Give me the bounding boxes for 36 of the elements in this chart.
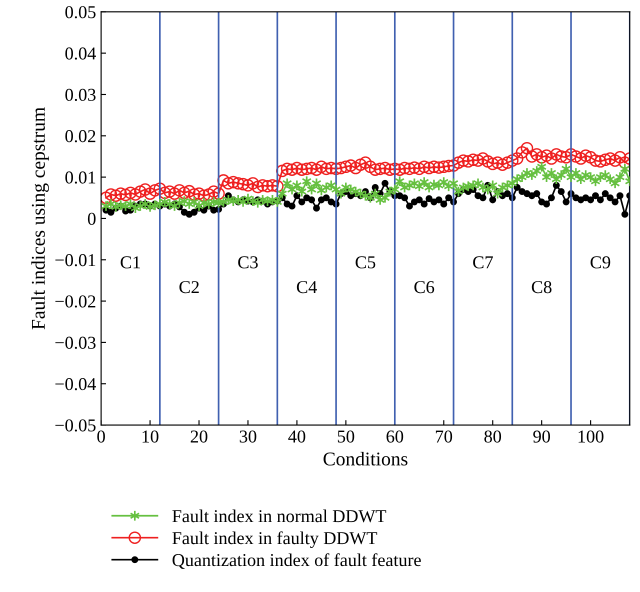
annotation: C4 — [296, 281, 317, 294]
annotation: C3 — [238, 256, 258, 268]
annotation: C7 — [473, 256, 493, 268]
annotation: C6 — [414, 281, 434, 294]
y-tick-label: 0.05 — [65, 6, 96, 18]
y-tick-label: 0.02 — [65, 130, 96, 142]
legend-label: Fault index in faulty DDWT — [172, 531, 378, 548]
x-axis-title: Conditions — [324, 452, 408, 466]
annotation: C2 — [179, 281, 199, 294]
x-tick-label: 90 — [533, 430, 550, 443]
x-tick-label: 50 — [338, 430, 354, 443]
annotation: C8 — [532, 281, 552, 294]
x-tick-label: 10 — [142, 430, 158, 443]
y-tick-label: 0.01 — [65, 171, 96, 184]
x-tick-label: 40 — [288, 430, 306, 443]
x-tick-label: 0 — [97, 430, 105, 443]
x-tick-label: 100 — [578, 430, 604, 443]
annotation: C1 — [120, 256, 140, 268]
y-tick-label: 0.04 — [65, 47, 96, 60]
annotation: C5 — [356, 256, 376, 268]
annotation: C9 — [590, 256, 610, 268]
y-tick-label: −0.05 — [55, 419, 96, 432]
x-tick-label: 80 — [484, 430, 502, 443]
y-tick-label: −0.02 — [55, 295, 96, 308]
legend-label: Quantization index of fault feature — [172, 553, 421, 569]
x-tick-label: 60 — [386, 430, 404, 443]
y-tick-label: −0.04 — [55, 378, 96, 390]
x-tick-label: 70 — [436, 430, 452, 443]
y-tick-label: −0.03 — [55, 336, 96, 349]
legend-label: Fault index in normal DDWT — [172, 510, 386, 522]
x-tick-label: 20 — [190, 430, 208, 443]
y-tick-label: −0.01 — [55, 254, 96, 266]
x-tick-label: 30 — [240, 430, 256, 443]
y-tick-label: 0.03 — [65, 88, 96, 102]
y-axis-title: Fault indices using cepstrum — [31, 107, 49, 330]
y-tick-label: 0 — [88, 212, 96, 225]
